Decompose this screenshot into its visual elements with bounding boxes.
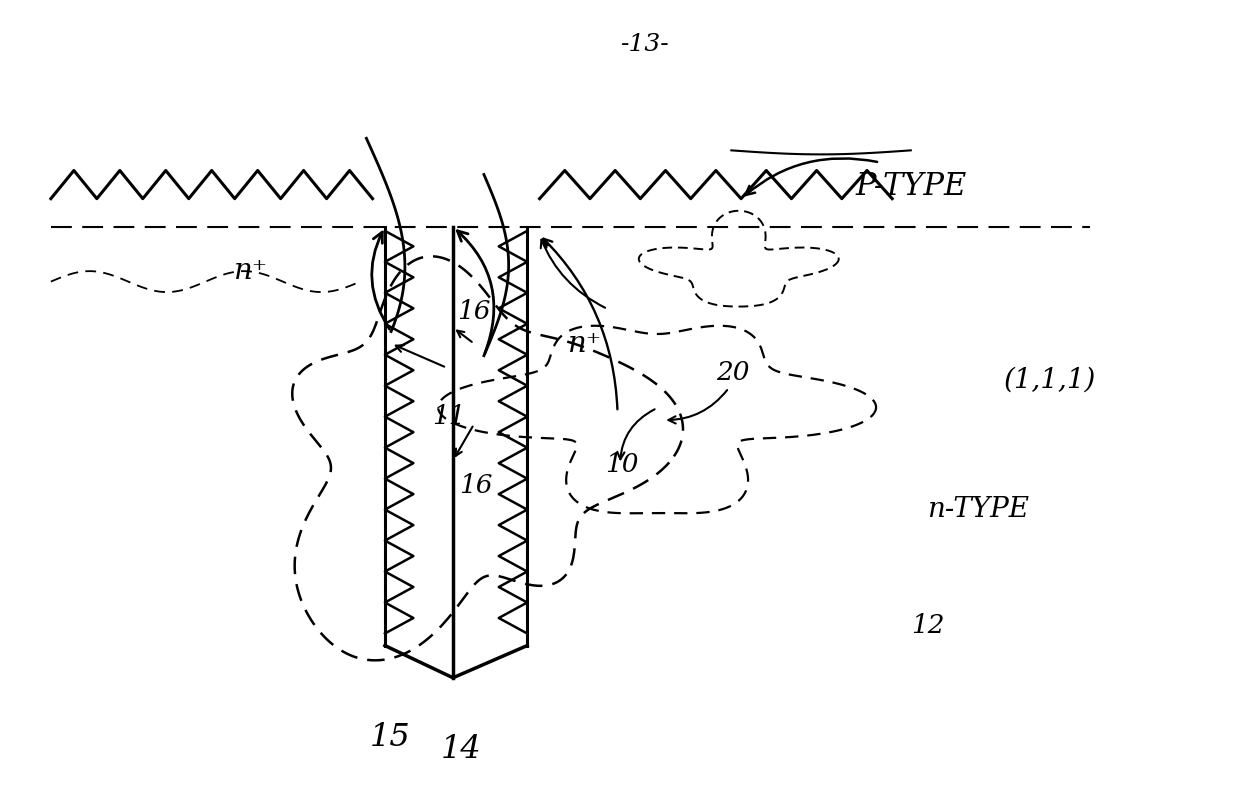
Text: 12: 12 [910,613,944,638]
Text: 14: 14 [440,734,481,765]
Text: 10: 10 [605,452,639,478]
Text: 20: 20 [717,360,750,385]
Text: 16: 16 [456,300,490,325]
Text: n-TYPE: n-TYPE [926,496,1029,523]
Text: P-TYPE: P-TYPE [856,170,966,202]
Text: 15: 15 [370,722,410,753]
Text: n⁺: n⁺ [568,330,603,358]
Text: 11: 11 [432,404,465,429]
Text: (1,1,1): (1,1,1) [1003,367,1096,393]
Text: -13-: -13- [620,33,668,57]
Text: n⁺: n⁺ [234,257,268,285]
Text: 16: 16 [459,473,492,498]
